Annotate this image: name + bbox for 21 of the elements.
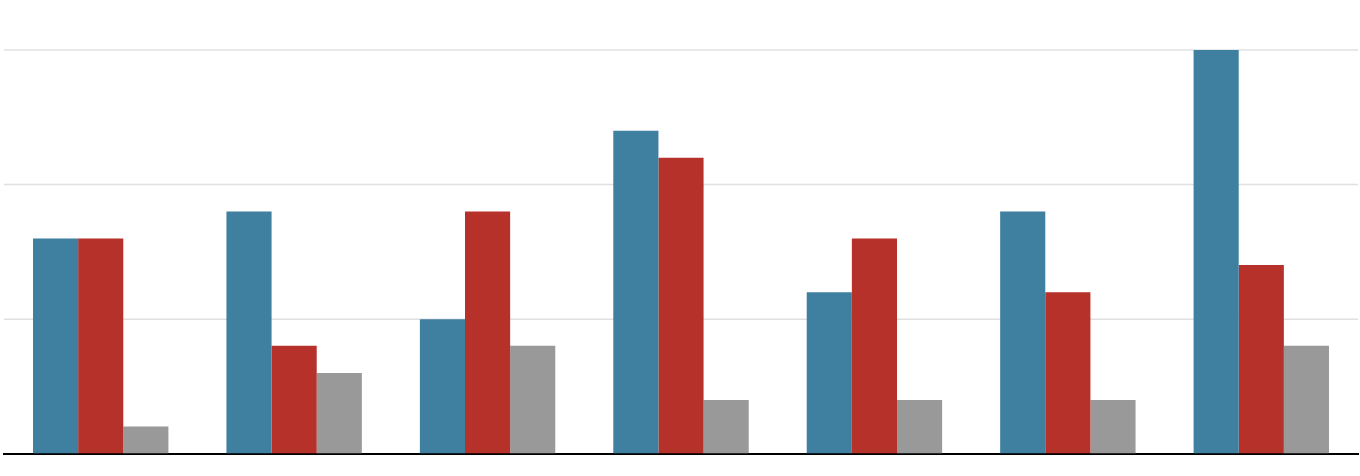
bar: [419, 319, 466, 454]
bar: [510, 345, 556, 454]
bar: [78, 238, 124, 454]
bar: [1283, 345, 1329, 454]
bar: [465, 211, 511, 454]
bar: [658, 157, 704, 454]
bar: [226, 211, 272, 454]
bar: [613, 130, 659, 454]
bar: [1238, 265, 1284, 454]
bar: [316, 372, 362, 454]
bar: [1045, 292, 1091, 454]
bar: [703, 399, 749, 454]
bar: [123, 426, 169, 454]
bar: [1193, 50, 1239, 454]
bar: [1000, 211, 1046, 454]
bar: [897, 399, 943, 454]
bar: [1090, 399, 1136, 454]
bar: [806, 292, 852, 454]
bar: [33, 238, 79, 454]
bar: [271, 345, 317, 454]
bar: [851, 238, 897, 454]
